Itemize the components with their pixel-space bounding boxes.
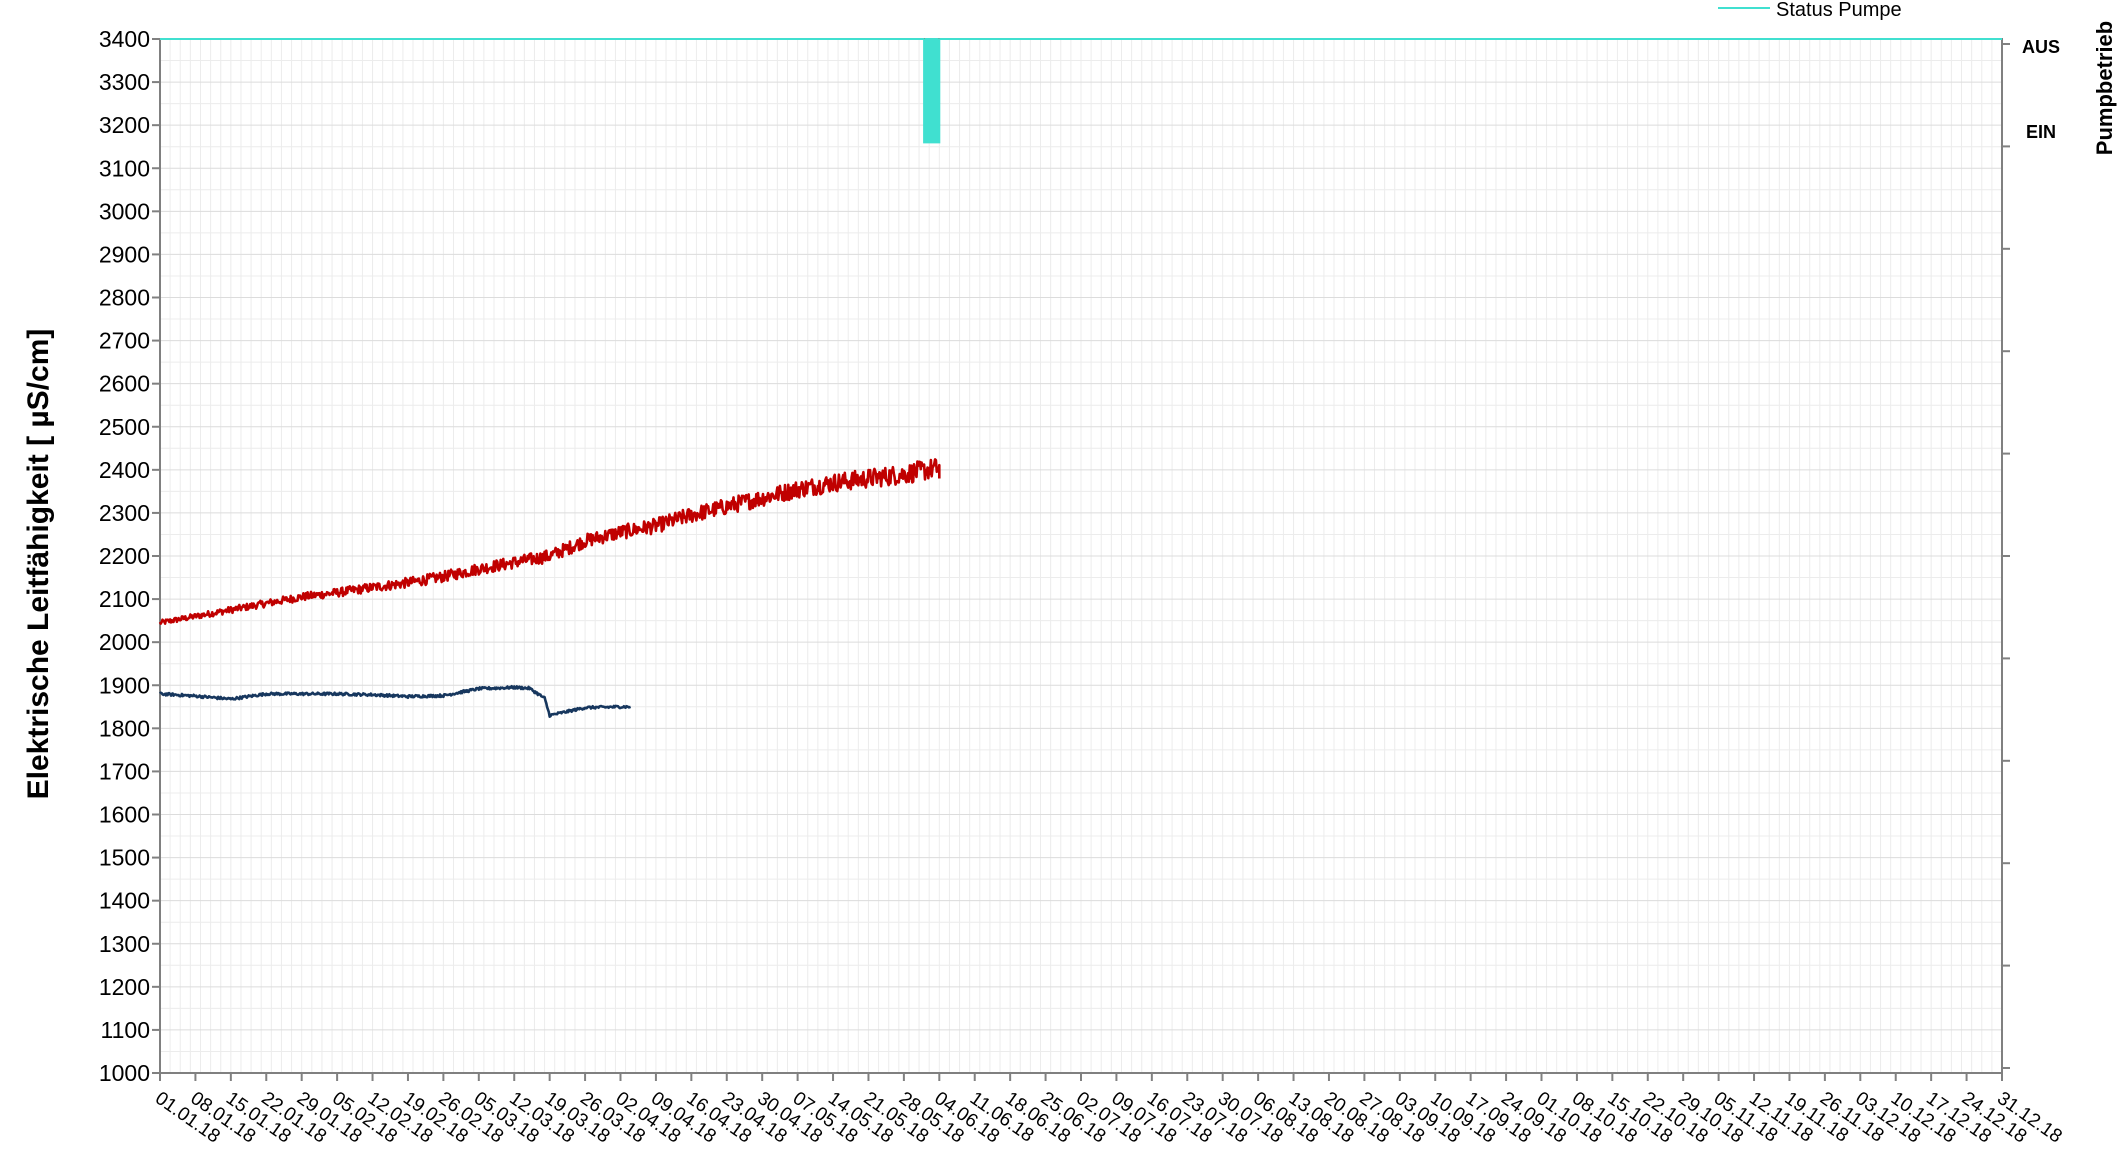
y-tick-label: 2200 [99,543,150,569]
legend-label: Status Pumpe [1776,0,1902,21]
y-tick-label: 2400 [99,457,150,483]
y-tick-label: 3300 [99,69,150,95]
y-tick-label: 2500 [99,414,150,440]
y-tick-label: 2300 [99,500,150,526]
y2-axis-ticks: AUS EIN [2002,37,2060,1069]
y-axis-ticks: 1000 1100 1200 1300 1400 1500 1600 1700 1800 1900… [99,26,160,1086]
x-axis-ticks: 01.01.1808.01.1815.01.1822.01.1829.01.18… [151,1073,2066,1148]
y-tick-label: 3200 [99,112,150,138]
y-tick-label: 1700 [99,758,150,784]
y-tick-label: 1500 [99,845,150,871]
y2-label-ein: EIN [2026,122,2056,142]
pump-status-layer [160,38,2002,144]
y-tick-label: 1400 [99,888,150,914]
gridlines [159,38,2003,1074]
series-line-1 [158,458,941,625]
legend: Status Pumpe [1718,0,1902,21]
y-tick-label: 1300 [99,931,150,957]
y-tick-label: 2800 [99,285,150,311]
y-tick-label: 2700 [99,328,150,354]
y-tick-label: 2100 [99,586,150,612]
y-tick-label: 3000 [99,198,150,224]
y-tick-label: 3400 [99,26,150,52]
y-tick-label: 1200 [99,974,150,1000]
y-tick-label: 1600 [99,802,150,828]
y-tick-label: 1800 [99,715,150,741]
y-tick-label: 1000 [99,1060,150,1086]
y-tick-label: 2900 [99,241,150,267]
y2-label-aus: AUS [2022,37,2060,57]
y-tick-label: 2600 [99,371,150,397]
y-axis-label: Elektrische Leitfähigkeit [ µS/cm] [22,329,55,800]
series-layer [158,458,941,718]
y-tick-label: 1100 [101,1017,150,1043]
y-tick-label: 2000 [99,629,150,655]
pump-status-switching [923,38,941,144]
y-tick-label: 3100 [99,155,150,181]
series-line-2 [159,684,632,718]
y2-axis-label: Pumpbetrieb [2092,21,2117,155]
y-tick-label: 1900 [99,672,150,698]
